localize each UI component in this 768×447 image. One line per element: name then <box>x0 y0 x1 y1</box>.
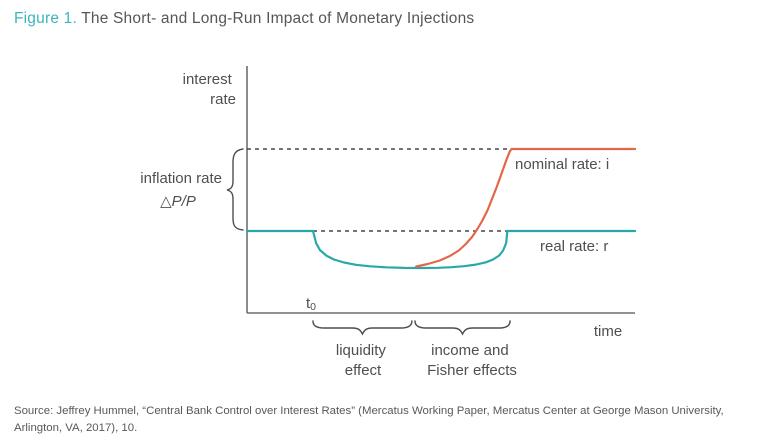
liquidity-effect-underbrace <box>312 320 413 336</box>
source-line-2: Arlington, VA, 2017), 10. <box>14 422 138 435</box>
nominal-rate-curve <box>415 147 637 268</box>
delta-p-over-p-label: △P/P <box>160 193 196 210</box>
figure-title-text: The Short- and Long-Run Impact of Moneta… <box>81 10 475 27</box>
source-citation: Source: Jeffrey Hummel, “Central Bank Co… <box>14 403 764 437</box>
x-axis-label: time <box>594 323 622 340</box>
inflation-gap-brace <box>226 148 244 231</box>
figure-number-label: Figure 1. <box>14 10 77 27</box>
inflation-rate-label: inflation rate <box>140 170 222 187</box>
figure-title: Figure 1. The Short- and Long-Run Impact… <box>14 10 474 28</box>
source-line-1: Source: Jeffrey Hummel, “Central Bank Co… <box>14 405 724 417</box>
t0-tick-label: t0 <box>306 295 316 313</box>
income-fisher-effects-label: income and Fisher effects <box>427 342 517 379</box>
nominal-rate-series-label: nominal rate: i <box>515 156 609 173</box>
income-fisher-underbrace <box>414 320 511 336</box>
real-rate-curve <box>245 229 637 270</box>
real-rate-series-label: real rate: r <box>540 238 608 255</box>
liquidity-effect-label: liquidity effect <box>336 342 390 379</box>
y-axis-label: interest rate <box>183 71 236 108</box>
